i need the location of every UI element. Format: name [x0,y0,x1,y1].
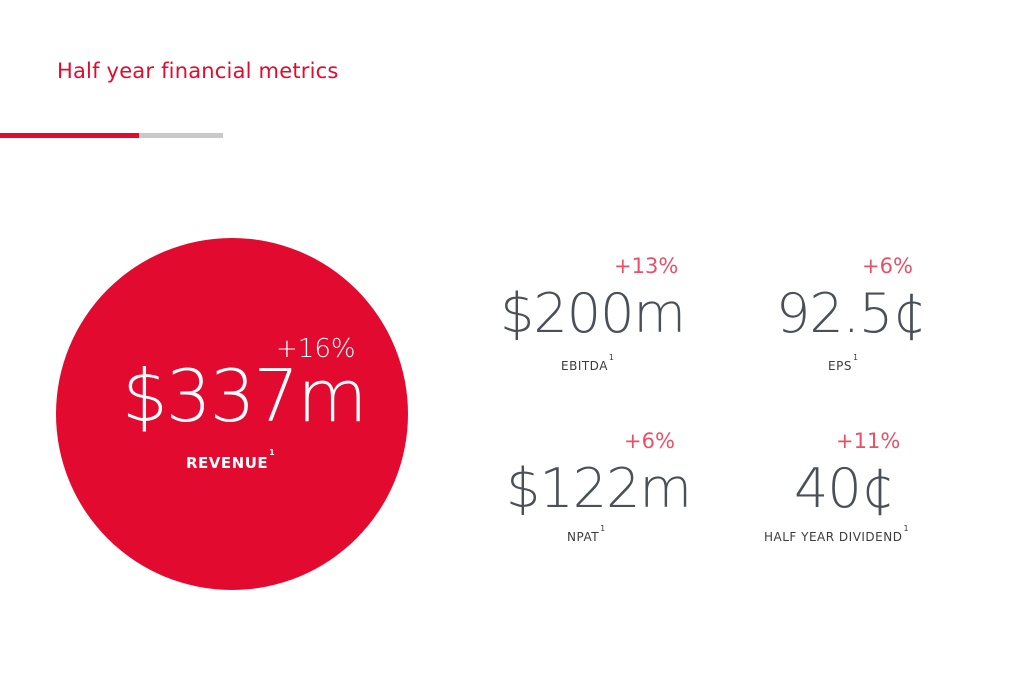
eps-change: +6% [862,254,913,278]
eps-value: 92.5¢ [776,282,927,345]
eps-label-text: EPS [828,359,852,373]
dividend-label: HALF YEAR DIVIDEND1 [764,524,909,544]
ebitda-label: EBITDA1 [561,353,615,373]
npat-label: NPAT1 [567,524,606,544]
dividend-value: 40¢ [794,457,895,520]
dividend-change: +11% [836,429,901,453]
npat-label-text: NPAT [567,530,600,544]
ebitda-value: $200m [500,282,686,345]
dividend-label-text: HALF YEAR DIVIDEND [764,530,903,544]
ebitda-footnote: 1 [608,353,615,362]
npat-value: $122m [506,457,692,520]
eps-footnote: 1 [852,353,859,362]
title-rule-grey [139,133,223,138]
ebitda-label-text: EBITDA [561,359,608,373]
dividend-footnote: 1 [903,524,910,533]
revenue-label-text: REVENUE [186,454,269,472]
eps-label: EPS1 [828,353,859,373]
npat-footnote: 1 [600,524,606,533]
revenue-footnote: 1 [269,448,276,457]
ebitda-change: +13% [614,254,679,278]
revenue-change: +16% [276,334,356,364]
revenue-label: REVENUE1 [186,448,275,472]
revenue-circle [56,238,408,590]
page-title: Half year financial metrics [57,59,339,83]
npat-change: +6% [624,429,675,453]
revenue-value: $337m [122,354,367,438]
title-rule-accent [0,133,139,138]
